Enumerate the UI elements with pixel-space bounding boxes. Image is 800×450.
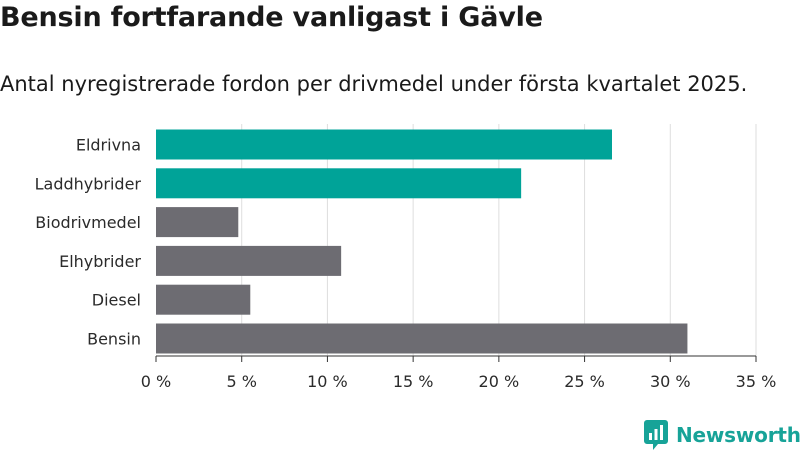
x-tick-label: 25 % [564, 372, 605, 391]
x-tick-label: 30 % [650, 372, 691, 391]
x-tick-label: 20 % [479, 372, 520, 391]
category-label: Biodrivmedel [35, 213, 141, 232]
bar [156, 168, 522, 199]
logo-text: Newsworthy [676, 423, 800, 447]
bar [156, 129, 612, 160]
bar [156, 245, 342, 276]
category-label: Diesel [92, 291, 141, 310]
category-label: Laddhybrider [35, 174, 142, 193]
category-label: Bensin [87, 330, 141, 349]
chart-title: Bensin fortfarande vanligast i Gävle [0, 2, 543, 33]
chart-subtitle: Antal nyregistrerade fordon per drivmede… [0, 72, 748, 96]
bar [156, 284, 251, 315]
newsworthy-logo: Newsworthy [644, 420, 800, 450]
bar [156, 207, 239, 238]
x-tick-label: 10 % [307, 372, 348, 391]
x-tick-label: 0 % [141, 372, 171, 391]
x-tick-label: 5 % [226, 372, 256, 391]
newsworthy-logo-icon [644, 420, 668, 450]
category-label: Elhybrider [59, 252, 141, 271]
x-tick-label: 15 % [393, 372, 434, 391]
bar [156, 323, 688, 354]
x-tick-label: 35 % [736, 372, 777, 391]
category-label: Eldrivna [76, 136, 141, 155]
